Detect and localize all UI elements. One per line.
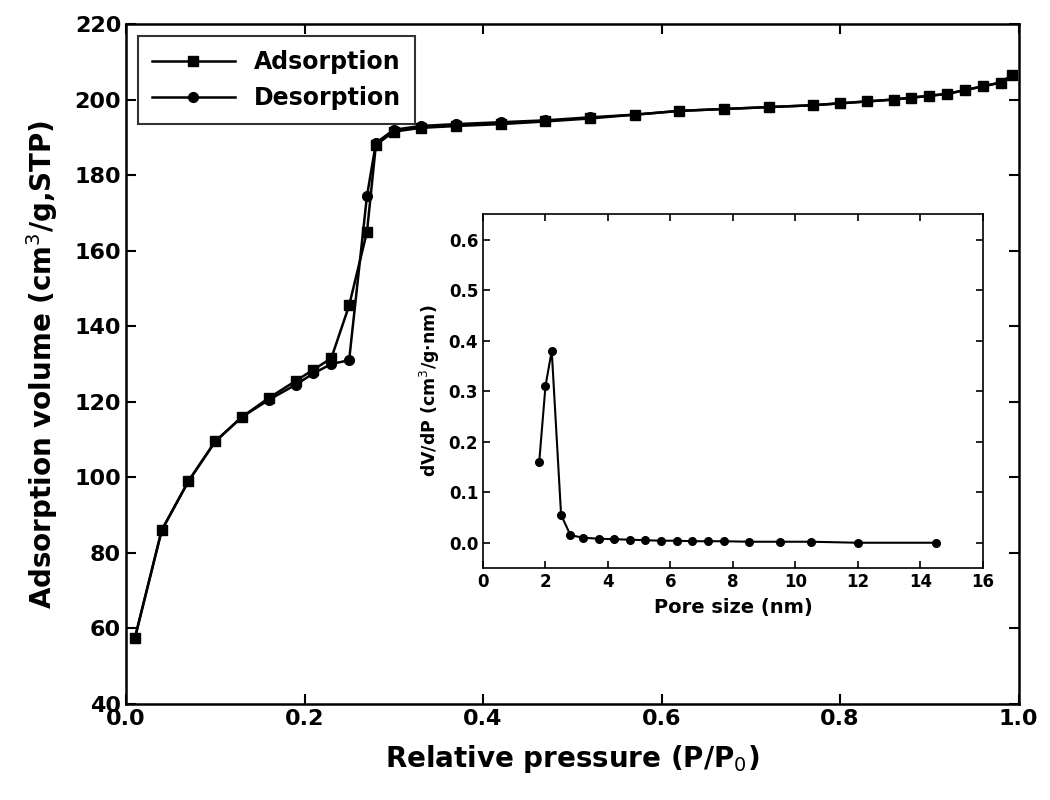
Desorption [540, 115, 552, 125]
Adsorption [155, 526, 168, 535]
Desorption [307, 369, 319, 378]
Desorption [806, 101, 819, 110]
Desorption [262, 395, 275, 405]
Adsorption [887, 94, 900, 104]
Adsorption [1006, 70, 1018, 80]
Desorption [414, 121, 426, 130]
Desorption [923, 91, 936, 101]
Adsorption [449, 121, 462, 130]
Desorption [361, 191, 374, 201]
Adsorption [673, 106, 686, 116]
Adsorption [923, 91, 936, 101]
Desorption [584, 113, 596, 122]
Adsorption [262, 393, 275, 402]
Line: Adsorption: Adsorption [130, 70, 1017, 642]
Desorption [673, 106, 686, 116]
Desorption [128, 633, 141, 642]
Adsorption [976, 82, 989, 91]
Adsorption [414, 123, 426, 133]
Adsorption [235, 412, 249, 422]
Desorption [495, 118, 507, 127]
Desorption [209, 437, 222, 446]
Desorption [887, 94, 900, 104]
Adsorption [307, 365, 319, 374]
Adsorption [628, 110, 640, 119]
Desorption [1006, 70, 1018, 80]
Adsorption [289, 376, 302, 386]
Adsorption [941, 89, 953, 98]
Adsorption [834, 98, 846, 108]
Adsorption [361, 227, 374, 237]
Desorption [718, 104, 731, 114]
Desorption [370, 138, 382, 148]
Desorption [976, 82, 989, 91]
Adsorption [128, 633, 141, 642]
Adsorption [861, 97, 874, 106]
X-axis label: Relative pressure (P/P$_0$): Relative pressure (P/P$_0$) [385, 742, 759, 774]
Adsorption [387, 127, 400, 137]
Desorption [834, 98, 846, 108]
Adsorption [762, 102, 775, 112]
Desorption [387, 125, 400, 134]
Desorption [449, 119, 462, 129]
Adsorption [905, 93, 918, 102]
Adsorption [183, 476, 195, 486]
Desorption [155, 526, 168, 535]
Legend: Adsorption, Desorption: Adsorption, Desorption [138, 36, 415, 124]
Adsorption [718, 104, 731, 114]
Desorption [235, 412, 249, 422]
Adsorption [370, 140, 382, 150]
Desorption [905, 93, 918, 102]
Desorption [959, 86, 971, 95]
Desorption [861, 97, 874, 106]
Desorption [628, 110, 640, 119]
Adsorption [326, 354, 338, 363]
Desorption [762, 102, 775, 112]
Adsorption [994, 78, 1007, 87]
Line: Desorption: Desorption [130, 70, 1017, 642]
Adsorption [342, 301, 355, 310]
Adsorption [495, 119, 507, 129]
Desorption [941, 89, 953, 98]
Desorption [326, 359, 338, 369]
Y-axis label: Adsorption volume (cm$^3$/g,STP): Adsorption volume (cm$^3$/g,STP) [24, 119, 61, 609]
Adsorption [806, 101, 819, 110]
Adsorption [584, 114, 596, 123]
Desorption [994, 78, 1007, 87]
Adsorption [959, 86, 971, 95]
Desorption [183, 476, 195, 486]
Adsorption [209, 437, 222, 446]
Desorption [342, 355, 355, 365]
Adsorption [540, 117, 552, 126]
Desorption [289, 380, 302, 390]
